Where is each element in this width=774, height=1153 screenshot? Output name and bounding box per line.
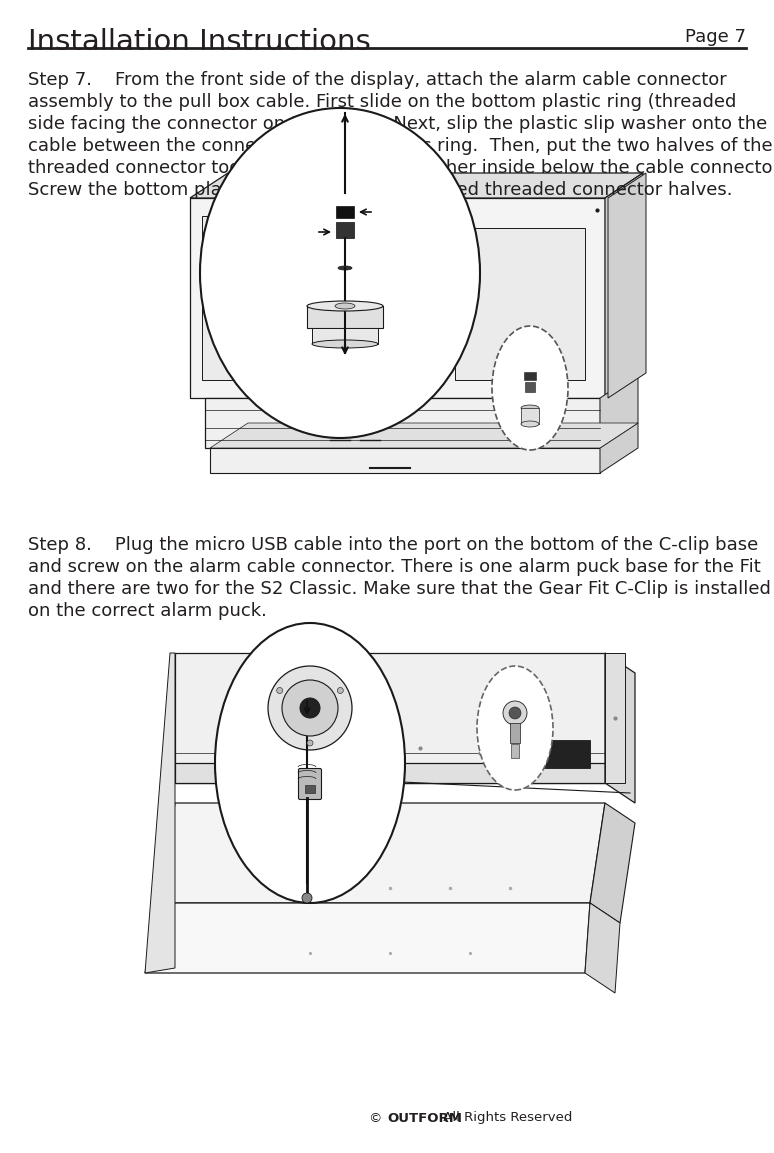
Ellipse shape (200, 108, 480, 438)
Bar (305, 785, 315, 793)
Circle shape (276, 687, 283, 693)
Polygon shape (145, 653, 175, 973)
Text: threaded connector together with the slip washer inside below the cable connecto: threaded connector together with the sli… (28, 159, 774, 178)
Circle shape (307, 740, 313, 746)
Text: Page 7: Page 7 (685, 28, 746, 46)
Polygon shape (190, 173, 643, 198)
Bar (345, 733, 355, 745)
Bar (336, 223, 354, 238)
Bar (510, 723, 520, 743)
Text: and there are two for the S2 Classic. Make sure that the Gear Fit C-Clip is inst: and there are two for the S2 Classic. Ma… (28, 580, 771, 598)
Polygon shape (608, 173, 646, 398)
Circle shape (335, 708, 365, 738)
Circle shape (300, 698, 320, 718)
Bar (511, 744, 519, 758)
Ellipse shape (335, 303, 355, 309)
Polygon shape (605, 653, 625, 783)
Text: OUTFORM: OUTFORM (387, 1111, 462, 1124)
Polygon shape (205, 398, 600, 449)
Text: and screw on the alarm cable connector. There is one alarm puck base for the Fit: and screw on the alarm cable connector. … (28, 558, 761, 576)
Polygon shape (590, 802, 635, 924)
Ellipse shape (312, 340, 378, 348)
Text: side facing the connector on the cable). Next, slip the plastic slip washer onto: side facing the connector on the cable).… (28, 115, 767, 133)
Ellipse shape (521, 405, 539, 410)
Bar (525, 382, 535, 392)
Text: cable between the connector and the plastic ring.  Then, put the two halves of t: cable between the connector and the plas… (28, 137, 772, 155)
Circle shape (268, 666, 352, 749)
Circle shape (509, 707, 521, 719)
Polygon shape (175, 763, 605, 783)
Circle shape (282, 680, 338, 736)
Polygon shape (145, 903, 590, 973)
Polygon shape (190, 198, 605, 398)
Text: on the correct alarm puck.: on the correct alarm puck. (28, 602, 267, 620)
Polygon shape (585, 903, 620, 993)
Text: ©: © (369, 1111, 387, 1124)
Ellipse shape (492, 326, 568, 450)
Bar (336, 206, 354, 218)
Polygon shape (605, 173, 643, 398)
Polygon shape (202, 216, 305, 380)
Ellipse shape (338, 266, 352, 270)
Polygon shape (600, 423, 638, 473)
Text: assembly to the pull box cable. First slide on the bottom plastic ring (threaded: assembly to the pull box cable. First sl… (28, 93, 736, 111)
Ellipse shape (477, 666, 553, 790)
FancyBboxPatch shape (299, 769, 321, 799)
Polygon shape (521, 408, 539, 424)
Bar (535, 740, 590, 768)
Polygon shape (160, 802, 605, 903)
Text: Step 8.    Plug the micro USB cable into the port on the bottom of the C-clip ba: Step 8. Plug the micro USB cable into th… (28, 536, 759, 553)
Ellipse shape (307, 301, 383, 311)
Text: All Rights Reserved: All Rights Reserved (439, 1111, 573, 1124)
Bar (524, 372, 536, 380)
Polygon shape (210, 449, 600, 473)
Polygon shape (175, 653, 605, 783)
Polygon shape (210, 423, 638, 449)
Circle shape (302, 894, 312, 903)
Text: Installation Instructions: Installation Instructions (28, 28, 371, 56)
Polygon shape (312, 327, 378, 344)
Polygon shape (600, 374, 638, 449)
Circle shape (337, 687, 344, 693)
Polygon shape (455, 228, 585, 380)
Polygon shape (605, 653, 635, 802)
Ellipse shape (521, 421, 539, 427)
Circle shape (503, 701, 527, 725)
Text: Step 7.    From the front side of the display, attach the alarm cable connector: Step 7. From the front side of the displ… (28, 71, 727, 89)
Circle shape (382, 715, 398, 731)
Ellipse shape (215, 623, 405, 903)
Polygon shape (307, 306, 383, 327)
Text: Screw the bottom plastic ring onto the assembled threaded connector halves.: Screw the bottom plastic ring onto the a… (28, 181, 732, 199)
